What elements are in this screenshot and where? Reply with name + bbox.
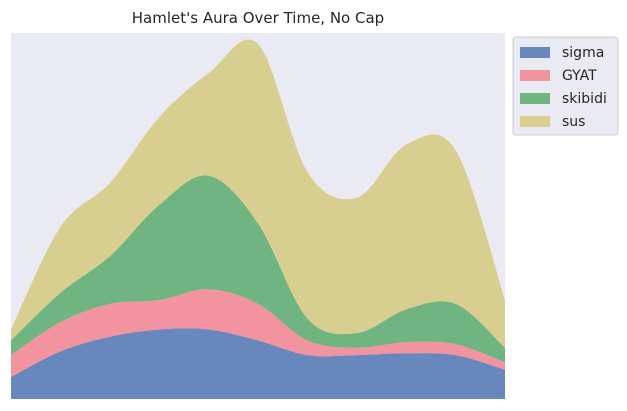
area-GYAT xyxy=(11,289,505,378)
area-sus xyxy=(11,39,505,348)
area-series-group xyxy=(11,39,505,399)
area-skibidi xyxy=(11,175,505,363)
legend-swatch-sigma xyxy=(520,47,550,58)
legend-label-sus: sus xyxy=(562,114,585,130)
legend-label-sigma: sigma xyxy=(562,45,604,61)
legend-swatch-GYAT xyxy=(520,70,550,81)
legend-label-skibidi: skibidi xyxy=(562,91,607,107)
legend: sigma GYAT skibidi sus xyxy=(512,36,619,136)
area-sigma xyxy=(11,328,505,399)
legend-label-GYAT: GYAT xyxy=(562,68,597,84)
legend-swatch-skibidi xyxy=(520,93,550,104)
chart-title: Hamlet's Aura Over Time, No Cap xyxy=(132,9,384,27)
legend-box xyxy=(512,36,619,136)
legend-swatch-sus xyxy=(520,116,550,127)
